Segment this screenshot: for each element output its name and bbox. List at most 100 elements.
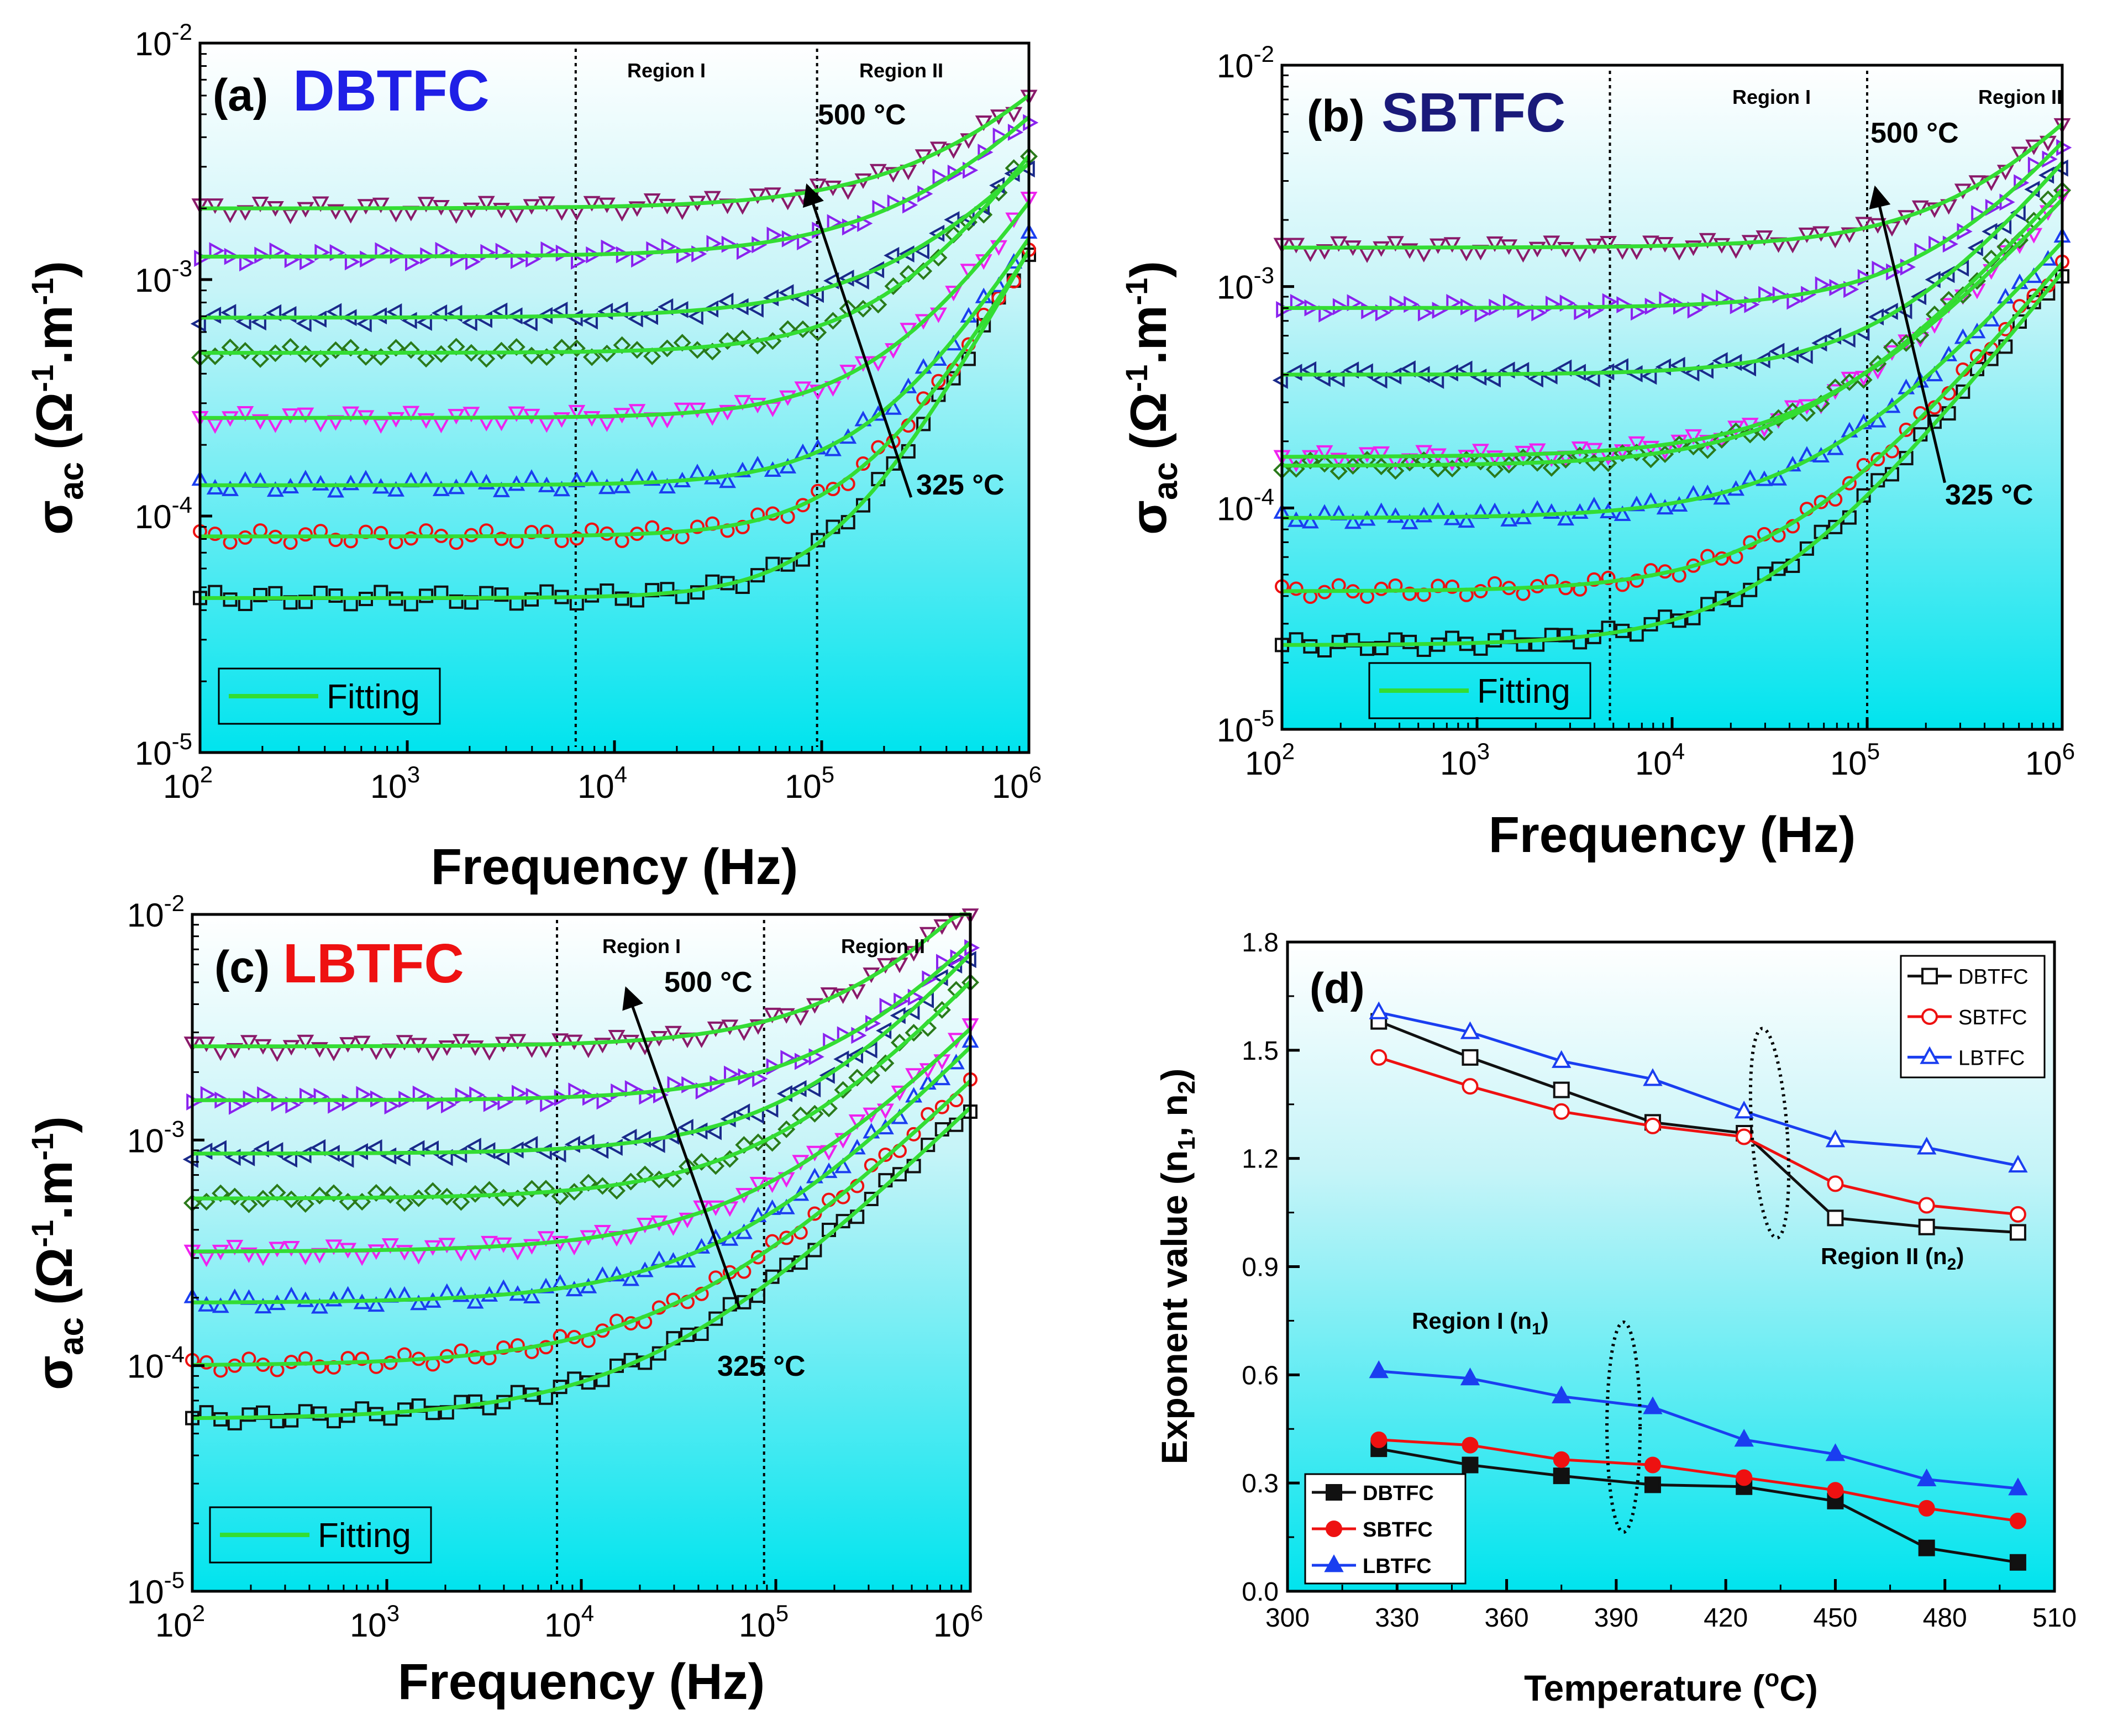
data-point xyxy=(824,440,842,456)
x-axis-title: Temperature (oC) xyxy=(1524,1665,1818,1708)
tick-exp: 3 xyxy=(1477,738,1490,764)
data-point xyxy=(915,314,932,330)
sample-name: SBTFC xyxy=(1381,82,1565,144)
data-point xyxy=(522,314,538,332)
data-point xyxy=(237,205,254,221)
data-point xyxy=(628,341,646,359)
x-tick-label: 102 xyxy=(155,1600,205,1644)
data-point xyxy=(1814,524,1828,539)
x-tick-label: 105 xyxy=(1830,738,1880,782)
y-title-units-d: -1 xyxy=(25,1133,60,1161)
data-point xyxy=(1472,453,1490,471)
data-point xyxy=(1301,513,1319,529)
tick-base: 10 xyxy=(577,768,614,805)
data-point xyxy=(1687,301,1703,319)
data-point xyxy=(212,1184,230,1202)
series-line xyxy=(1378,1020,2019,1234)
data-point xyxy=(539,524,554,539)
data-point xyxy=(353,1035,371,1051)
legend-entry-lbtfc: LBTFC xyxy=(1907,1046,2025,1070)
data-point xyxy=(328,533,343,548)
data-point xyxy=(1330,453,1348,469)
data-point xyxy=(1402,586,1417,601)
data-point xyxy=(1734,1429,1754,1447)
data-point xyxy=(2009,1512,2026,1529)
series-line xyxy=(1378,1011,2019,1167)
data-point xyxy=(524,525,539,540)
data-point xyxy=(2008,1154,2028,1173)
data-point xyxy=(1841,227,1858,243)
data-point xyxy=(405,254,421,271)
data-point xyxy=(658,339,676,357)
data-point xyxy=(240,1035,258,1051)
data-point xyxy=(568,404,586,420)
panel-tag: (b) xyxy=(1307,91,1365,141)
data-point xyxy=(1315,455,1334,473)
series-line xyxy=(1379,1370,2019,1490)
tick-base: 10 xyxy=(1635,745,1672,782)
data-point xyxy=(282,1240,300,1257)
data-point xyxy=(1552,1385,1572,1403)
y-tick-label: 1.5 xyxy=(1242,1037,1279,1066)
data-point xyxy=(311,1298,328,1314)
data-point xyxy=(1557,450,1575,469)
data-point xyxy=(1552,1050,1572,1068)
legend-frame xyxy=(1368,662,1591,719)
y-title-c: , n xyxy=(1154,1094,1195,1137)
tick-exp: -4 xyxy=(164,1342,185,1367)
data-point xyxy=(425,1406,440,1421)
data-point xyxy=(325,1291,343,1307)
data-point xyxy=(1736,1128,1753,1145)
data-point xyxy=(1373,446,1390,462)
x-tick-label: 106 xyxy=(933,1600,983,1644)
data-point xyxy=(403,531,418,546)
tick-exp: -3 xyxy=(164,1116,185,1141)
data-point xyxy=(226,1043,244,1059)
data-point xyxy=(1998,322,2013,336)
data-point xyxy=(509,1034,527,1050)
data-point xyxy=(906,1127,921,1141)
data-point xyxy=(722,1297,737,1312)
data-point xyxy=(208,527,223,541)
data-point xyxy=(1685,429,1702,445)
data-point xyxy=(614,591,629,606)
data-point xyxy=(342,475,360,491)
region-ii-label: Region II xyxy=(841,935,925,958)
panel-tag: (a) xyxy=(213,70,268,120)
data-point xyxy=(269,1241,286,1258)
fit-curve xyxy=(1282,198,2064,459)
tick-base: 10 xyxy=(135,25,172,62)
y-title-units-d: -1 xyxy=(25,278,60,306)
plot-area xyxy=(200,43,1029,753)
region-ii-n2-label: Region II (n2) xyxy=(1821,1243,1964,1274)
data-point xyxy=(225,1187,244,1206)
series-lbtfc-n1 xyxy=(1369,1360,2028,1496)
data-point xyxy=(477,474,495,490)
data-point xyxy=(366,1139,382,1156)
data-point xyxy=(608,1266,626,1282)
data-point xyxy=(492,203,510,219)
data-point xyxy=(1316,445,1333,461)
data-point xyxy=(706,1123,722,1140)
data-point xyxy=(492,341,511,360)
data-point xyxy=(1472,444,1489,460)
data-point xyxy=(718,332,737,350)
data-point xyxy=(466,1185,485,1203)
data-point xyxy=(902,196,918,214)
data-point xyxy=(1500,511,1518,527)
data-point xyxy=(369,1407,383,1422)
data-point xyxy=(868,261,885,278)
tick-exp: 4 xyxy=(614,761,627,787)
y-title-a: Exponent value (n xyxy=(1154,1150,1195,1464)
data-point xyxy=(779,1258,794,1272)
x-tick-label: 103 xyxy=(370,761,420,805)
data-point xyxy=(565,1281,583,1297)
region-i-label: Region I xyxy=(1732,86,1811,108)
data-point xyxy=(359,592,373,607)
y-tick-label: 10-3 xyxy=(127,1116,185,1159)
data-point xyxy=(481,1235,498,1252)
y-title-units-b: -1 xyxy=(25,1220,60,1248)
y-tick-label: 10-4 xyxy=(1217,483,1274,527)
data-point xyxy=(809,385,827,401)
data-point xyxy=(876,1054,895,1072)
